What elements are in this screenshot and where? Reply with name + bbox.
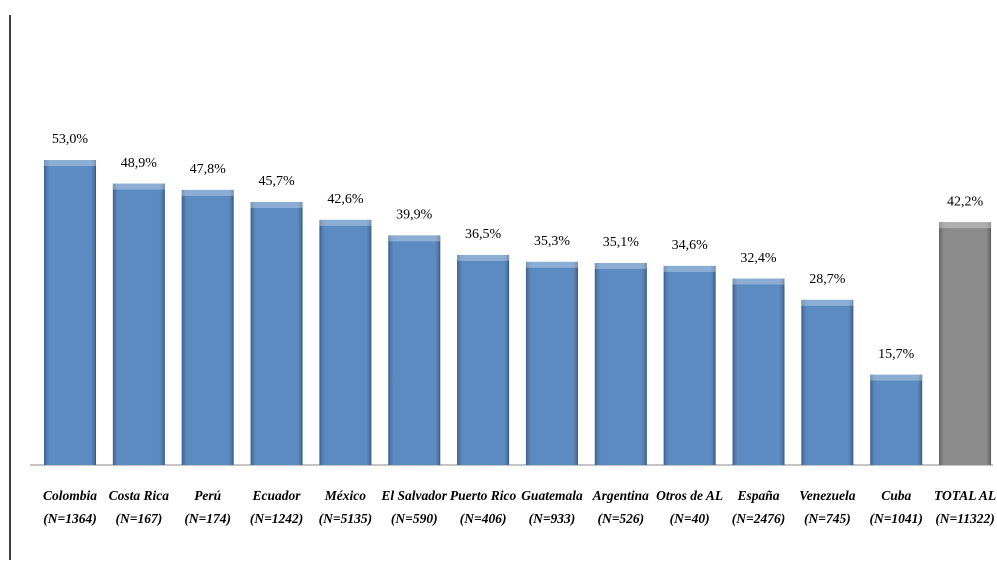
value-label: 34,6% — [672, 238, 709, 253]
bar-bevel — [44, 160, 96, 166]
x-tick-label: (N=406) — [460, 511, 507, 526]
value-label: 42,6% — [327, 192, 364, 207]
x-tick-label: (N=40) — [670, 511, 710, 526]
value-label: 36,5% — [465, 227, 502, 242]
bar-bevel — [112, 183, 165, 190]
bar-bevel — [250, 202, 303, 209]
bar-shade — [457, 254, 510, 465]
value-label: 35,3% — [534, 234, 571, 249]
bar-shade — [388, 235, 441, 465]
x-tick-label: (N=1041) — [869, 511, 922, 526]
x-tick-label: (N=5135) — [319, 511, 372, 526]
value-label: 35,1% — [603, 235, 640, 250]
bar-bevel — [457, 254, 510, 261]
bar-shade — [663, 265, 716, 465]
x-tick-label: Costa Rica — [109, 488, 170, 503]
x-tick-label: (N=1242) — [250, 511, 303, 526]
bar-bevel — [939, 222, 992, 229]
bar-shade — [525, 261, 578, 465]
bar-shade — [112, 183, 165, 465]
bar-bevel — [801, 299, 854, 306]
x-tick-label: (N=167) — [116, 511, 163, 526]
bar-bevel — [388, 235, 441, 242]
x-tick-label: El Salvador — [380, 488, 447, 503]
x-tick-label: (N=11322) — [935, 511, 994, 526]
bar-bevel — [525, 261, 578, 268]
x-tick-label: (N=590) — [391, 511, 438, 526]
x-tick-label: Cuba — [881, 488, 911, 503]
x-tick-label: Ecuador — [252, 488, 302, 503]
x-tick-label: Otros de AL — [656, 488, 723, 503]
x-tick-label: Colombia — [43, 488, 97, 503]
bar-bevel — [732, 278, 785, 285]
x-tick-label: Argentina — [592, 488, 650, 503]
x-tick-label: TOTAL AL — [934, 488, 996, 503]
x-tick-label: (N=174) — [184, 511, 231, 526]
value-label: 47,8% — [190, 162, 227, 177]
bar-bevel — [870, 374, 923, 381]
x-tick-label: (N=1364) — [43, 511, 96, 526]
x-tick-label: (N=745) — [804, 511, 851, 526]
value-label: 42,2% — [947, 194, 984, 209]
x-tick-label: México — [324, 488, 366, 503]
bar-shade — [801, 299, 854, 465]
x-tick-label: Venezuela — [799, 488, 856, 503]
bar-shade — [870, 374, 923, 465]
value-label: 48,9% — [121, 156, 158, 171]
value-label: 39,9% — [396, 208, 433, 223]
value-label: 32,4% — [740, 251, 777, 266]
value-label: 15,7% — [878, 347, 915, 362]
bar-shade — [181, 189, 234, 465]
bar-shade — [44, 160, 96, 465]
bar-bevel — [181, 189, 234, 196]
bar-bevel — [319, 219, 372, 226]
x-tick-label: Perú — [194, 488, 221, 503]
x-tick-label: (N=2476) — [732, 511, 785, 526]
bar-shade — [594, 263, 647, 465]
bar-shade — [250, 202, 303, 465]
bar-bevel — [594, 263, 647, 270]
bar-bevel — [663, 265, 716, 272]
value-label: 53,0% — [52, 132, 89, 147]
x-tick-label: Puerto Rico — [450, 488, 517, 503]
value-label: 45,7% — [258, 174, 295, 189]
bar-shade — [732, 278, 785, 465]
x-tick-label: España — [736, 488, 779, 503]
bar-shade — [319, 219, 372, 465]
value-label: 28,7% — [809, 272, 846, 287]
x-tick-label: (N=933) — [529, 511, 576, 526]
x-tick-label: Guatemala — [521, 488, 583, 503]
bar-shade — [939, 222, 992, 465]
x-tick-label: (N=526) — [597, 511, 644, 526]
